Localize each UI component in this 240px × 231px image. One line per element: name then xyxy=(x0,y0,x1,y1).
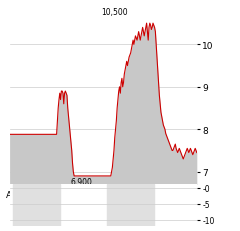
Bar xyxy=(13,185,60,226)
Text: 6,900: 6,900 xyxy=(71,177,93,186)
Bar xyxy=(107,185,154,226)
Text: 10,500: 10,500 xyxy=(102,8,128,17)
